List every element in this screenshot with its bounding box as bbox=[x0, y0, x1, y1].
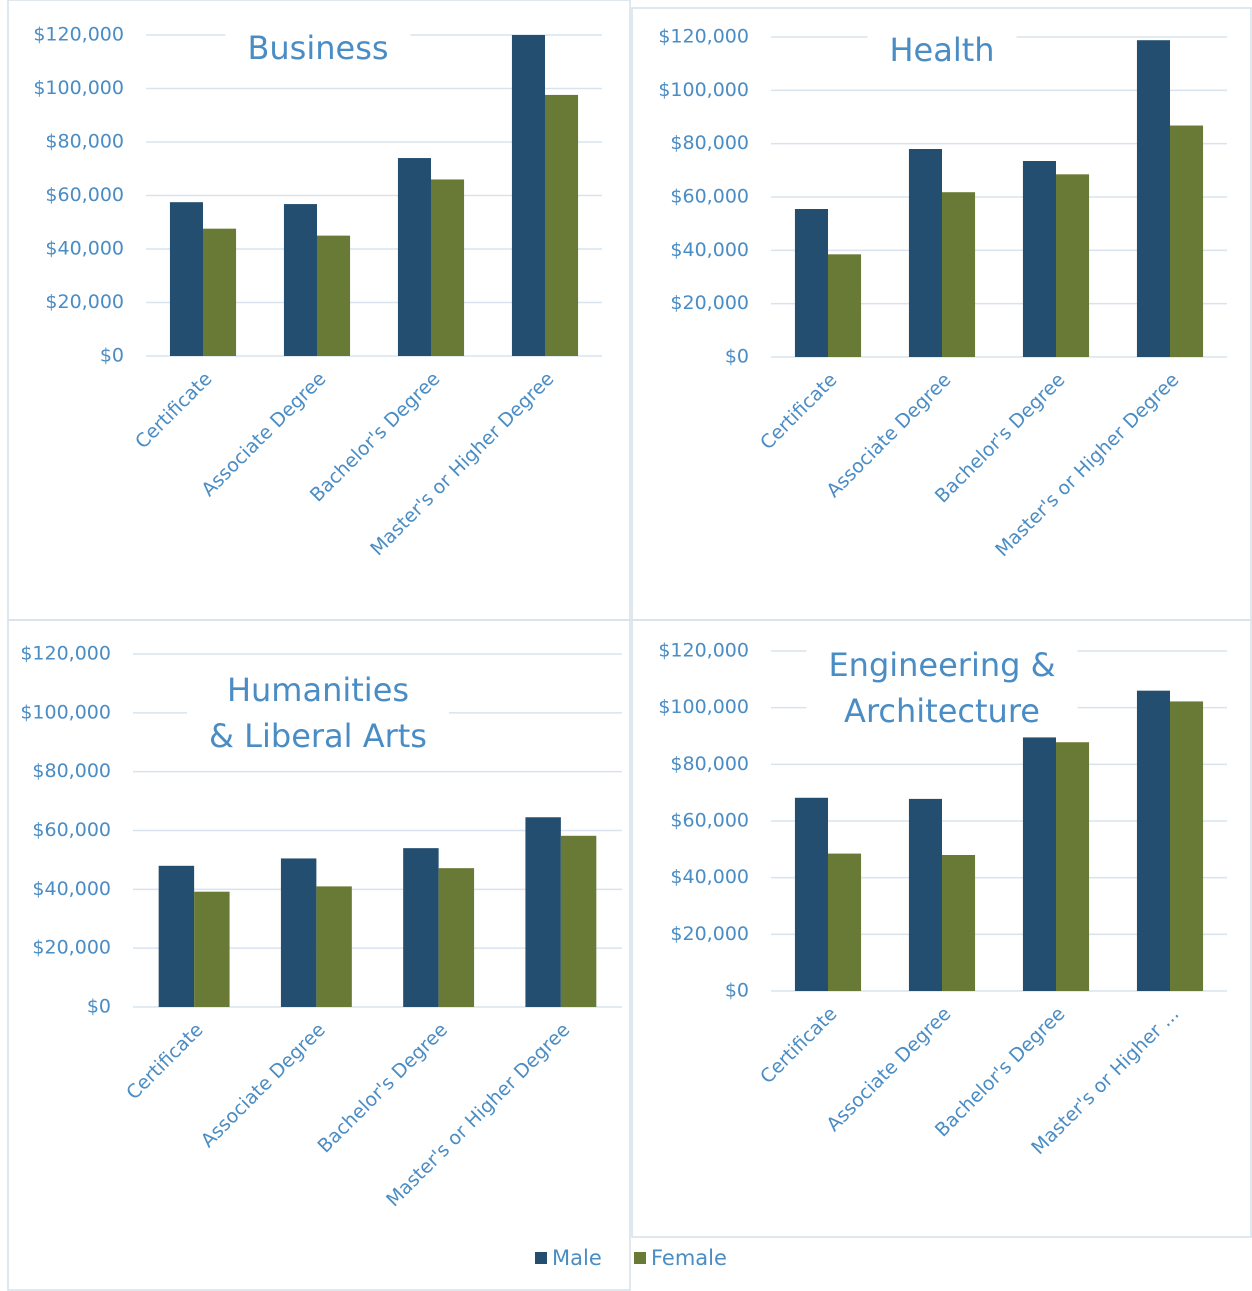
bar bbox=[942, 855, 976, 991]
y-tick-label: $40,000 bbox=[670, 239, 749, 261]
y-tick-label: $80,000 bbox=[45, 131, 124, 153]
chart-title-line: Humanities bbox=[227, 671, 409, 709]
y-tick-label: $60,000 bbox=[32, 819, 111, 841]
x-tick-label: Certificate bbox=[756, 1003, 841, 1088]
panel-frame bbox=[631, 619, 1252, 1238]
bar bbox=[403, 848, 439, 1007]
bar bbox=[908, 798, 942, 991]
y-tick-label: $40,000 bbox=[32, 878, 111, 900]
bar bbox=[283, 204, 317, 356]
x-tick-label: Associate Degree bbox=[822, 369, 955, 502]
bar bbox=[1022, 161, 1056, 357]
bar bbox=[828, 853, 862, 991]
bar bbox=[194, 891, 230, 1007]
y-tick-label: $0 bbox=[100, 345, 124, 367]
bar bbox=[1136, 690, 1170, 991]
y-tick-label: $20,000 bbox=[670, 923, 749, 945]
bar bbox=[169, 202, 203, 356]
y-tick-label: $80,000 bbox=[32, 760, 111, 782]
y-tick-label: $120,000 bbox=[20, 643, 111, 665]
y-tick-label: $20,000 bbox=[670, 292, 749, 314]
bar bbox=[317, 235, 351, 356]
title-background bbox=[867, 31, 1017, 69]
y-tick-label: $60,000 bbox=[45, 184, 124, 206]
bar bbox=[560, 835, 597, 1007]
legend-label: Female bbox=[651, 1246, 727, 1270]
bar bbox=[1136, 40, 1170, 357]
bar bbox=[1022, 737, 1056, 991]
x-tick-label: Certificate bbox=[756, 369, 841, 454]
y-tick-label: $60,000 bbox=[670, 186, 749, 208]
y-tick-label: $120,000 bbox=[658, 640, 749, 662]
title-background bbox=[187, 671, 449, 755]
bar bbox=[511, 35, 545, 356]
x-tick-label: Associate Degree bbox=[822, 1003, 955, 1136]
chart-title-line: Architecture bbox=[844, 692, 1040, 730]
y-tick-label: $60,000 bbox=[670, 810, 749, 832]
bar bbox=[942, 192, 976, 357]
bar bbox=[280, 858, 317, 1007]
y-tick-label: $0 bbox=[725, 346, 749, 368]
bar bbox=[397, 158, 431, 356]
bar bbox=[545, 94, 579, 357]
bar bbox=[1170, 125, 1204, 358]
y-tick-label: $100,000 bbox=[658, 696, 749, 718]
y-tick-label: $120,000 bbox=[658, 26, 749, 48]
chart-title-line: Business bbox=[247, 29, 388, 67]
x-tick-label: Bachelor's Degree bbox=[931, 1003, 1070, 1142]
bar bbox=[438, 868, 475, 1007]
bar bbox=[828, 254, 862, 357]
bar bbox=[794, 797, 828, 991]
chart-title: Humanities & Liberal Arts bbox=[187, 671, 449, 755]
bar bbox=[1056, 742, 1090, 991]
x-tick-label: Bachelor's Degree bbox=[306, 368, 445, 507]
bar bbox=[794, 209, 828, 357]
bar bbox=[1170, 701, 1204, 991]
x-tick-label: Associate Degree bbox=[197, 368, 330, 501]
y-tick-label: $100,000 bbox=[20, 701, 111, 723]
bar bbox=[525, 817, 561, 1007]
y-tick-label: $100,000 bbox=[658, 79, 749, 101]
bar bbox=[203, 228, 237, 356]
chart-title-line: & Liberal Arts bbox=[209, 717, 427, 755]
bar bbox=[431, 179, 465, 356]
bar bbox=[908, 149, 942, 357]
title-background bbox=[806, 646, 1078, 730]
bar bbox=[158, 865, 195, 1007]
y-tick-label: $120,000 bbox=[33, 24, 124, 46]
legend-label: Male bbox=[552, 1246, 602, 1270]
x-tick-label: Associate Degree bbox=[197, 1019, 330, 1152]
chart-title: Engineering & Architecture bbox=[806, 646, 1078, 730]
y-tick-label: $0 bbox=[725, 980, 749, 1002]
x-tick-label: Master's or Higher Degree bbox=[366, 368, 558, 560]
title-background bbox=[225, 29, 411, 67]
y-tick-label: $100,000 bbox=[33, 77, 124, 99]
y-tick-label: $20,000 bbox=[32, 937, 111, 959]
x-tick-label: Bachelor's Degree bbox=[931, 369, 1070, 508]
panel-frame bbox=[7, 619, 631, 1291]
legend-swatch bbox=[535, 1252, 547, 1264]
x-tick-label: Certificate bbox=[122, 1019, 207, 1104]
y-tick-label: $40,000 bbox=[45, 238, 124, 260]
y-tick-label: $40,000 bbox=[670, 866, 749, 888]
x-tick-label: Certificate bbox=[131, 368, 216, 453]
chart-title-line: Engineering & bbox=[828, 646, 1055, 684]
legend-swatch bbox=[634, 1252, 646, 1264]
bar bbox=[1056, 174, 1090, 357]
bar bbox=[316, 886, 352, 1007]
chart-title: Health bbox=[867, 31, 1017, 69]
y-tick-label: $20,000 bbox=[45, 291, 124, 313]
chart-title-line: Health bbox=[889, 31, 994, 69]
y-tick-label: $0 bbox=[87, 996, 111, 1018]
chart-title: Business bbox=[225, 29, 411, 67]
y-tick-label: $80,000 bbox=[670, 132, 749, 154]
x-tick-label: Bachelor's Degree bbox=[314, 1019, 453, 1158]
y-tick-label: $80,000 bbox=[670, 753, 749, 775]
x-tick-label: Master's or Higher Degree bbox=[991, 369, 1183, 561]
